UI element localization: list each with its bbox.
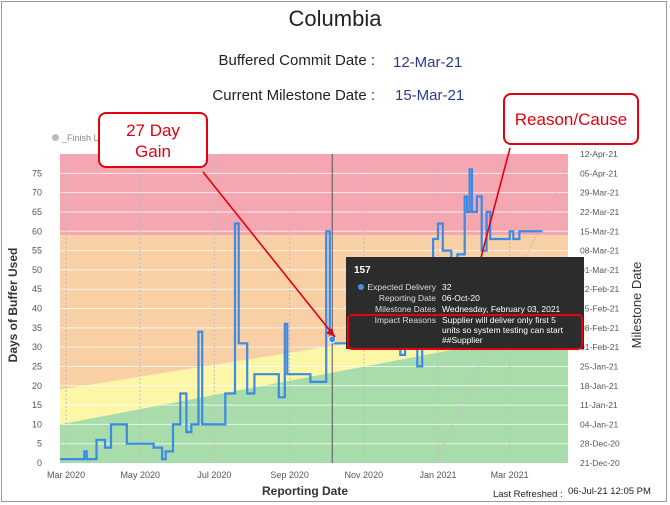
tooltip-key-text: Expected Delivery bbox=[367, 282, 436, 292]
y2-tick-label: 25-Jan-21 bbox=[580, 361, 619, 371]
tooltip-row: Expected Delivery 32 bbox=[354, 282, 576, 293]
y2-tick-label: 08-Mar-21 bbox=[580, 246, 619, 256]
legend-label: _Finish L bbox=[62, 133, 99, 143]
y-tick-label: 25 bbox=[32, 361, 42, 371]
y-tick-label: 50 bbox=[32, 265, 42, 275]
y-tick-label: 20 bbox=[32, 381, 42, 391]
y-axis-label: Days of Buffer Used bbox=[6, 248, 20, 363]
red-zone bbox=[60, 154, 568, 236]
x-tick-label: Jul 2020 bbox=[197, 470, 231, 480]
y2-tick-label: 15-Feb-21 bbox=[580, 304, 619, 314]
x-axis-label: Reporting Date bbox=[262, 484, 348, 498]
y-tick-label: 35 bbox=[32, 323, 42, 333]
tooltip-value: 32 bbox=[442, 282, 452, 292]
tooltip-highlight-box bbox=[347, 314, 583, 350]
y2-tick-label: 29-Mar-21 bbox=[580, 188, 619, 198]
tooltip-title: 157 bbox=[354, 265, 371, 276]
tooltip-value: Wednesday, February 03, 2021 bbox=[442, 304, 561, 314]
page-title: Columbia bbox=[288, 6, 382, 31]
y2-tick-label: 28-Dec-20 bbox=[580, 439, 620, 449]
gain-arrow bbox=[202, 171, 336, 338]
y2-tick-label: 15-Mar-21 bbox=[580, 226, 619, 236]
y2-tick-label: 04-Jan-21 bbox=[580, 419, 619, 429]
buffered-commit-value: 12-Mar-21 bbox=[393, 54, 463, 71]
series-line[interactable] bbox=[60, 168, 543, 461]
y2-tick-label: 05-Apr-21 bbox=[580, 168, 618, 178]
y-tick-label: 45 bbox=[32, 284, 42, 294]
y2-tick-label: 01-Mar-21 bbox=[580, 265, 619, 275]
y-tick-label: 70 bbox=[32, 188, 42, 198]
y-tick-label: 75 bbox=[32, 168, 42, 178]
x-tick-label: May 2020 bbox=[120, 470, 160, 480]
x-tick-label: Mar 2020 bbox=[47, 470, 85, 480]
tooltip-key: Expected Delivery bbox=[354, 282, 442, 292]
tooltip-row: Milestone Dates Wednesday, February 03, … bbox=[354, 304, 576, 315]
tooltip-value: 06-Oct-20 bbox=[442, 293, 480, 303]
tooltip-value: Supplier will deliver only first 5 units… bbox=[442, 315, 563, 345]
y-axis: 0 5 10 15 20 25 30 35 40 45 50 55 60 65 70 75 bbox=[32, 168, 42, 468]
y2-tick-label: 22-Feb-21 bbox=[580, 284, 619, 294]
gain-callout: 27 Day Gain bbox=[98, 112, 208, 168]
x-tick-label: Jan 2021 bbox=[419, 470, 456, 480]
x-tick-label: Mar 2021 bbox=[491, 470, 529, 480]
data-tooltip: 157 Expected Delivery 32 Reporting Date … bbox=[346, 257, 584, 349]
y-tick-label: 5 bbox=[37, 439, 42, 449]
y2-tick-label: 18-Jan-21 bbox=[580, 381, 619, 391]
tooltip-key: Reporting Date bbox=[378, 293, 436, 303]
y2-tick-label: 08-Feb-21 bbox=[580, 323, 619, 333]
x-axis: Mar 2020 May 2020 Jul 2020 Sep 2020 Nov 2020… bbox=[47, 470, 529, 480]
current-milestone-value: 15-Mar-21 bbox=[395, 87, 465, 104]
y2-tick-label: 12-Apr-21 bbox=[580, 149, 618, 159]
y-tick-label: 30 bbox=[32, 342, 42, 352]
y-tick-label: 10 bbox=[32, 419, 42, 429]
y-tick-label: 65 bbox=[32, 207, 42, 217]
y2-axis: 21-Dec-20 28-Dec-20 04-Jan-21 11-Jan-21 18-J… bbox=[580, 149, 620, 468]
tooltip-key: Impact Reasons bbox=[374, 315, 436, 325]
last-refreshed-value: 06-Jul-21 12:05 PM bbox=[568, 486, 651, 497]
legend-dot-icon bbox=[52, 134, 59, 141]
tooltip-row: Impact Reasons Supplier will deliver onl… bbox=[354, 315, 576, 345]
y-tick-label: 15 bbox=[32, 400, 42, 410]
y2-tick-label: 21-Dec-20 bbox=[580, 458, 620, 468]
gain-arrowhead bbox=[326, 328, 335, 337]
y2-tick-label: 01-Feb-21 bbox=[580, 342, 619, 352]
series-dot-icon bbox=[358, 284, 365, 290]
y-tick-label: 60 bbox=[32, 226, 42, 236]
last-refreshed-label: Last Refreshed : bbox=[493, 489, 563, 500]
current-milestone-label: Current Milestone Date : bbox=[212, 87, 375, 104]
tooltip-key: Milestone Dates bbox=[375, 304, 436, 314]
x-tick-label: Nov 2020 bbox=[345, 470, 384, 480]
y-tick-label: 40 bbox=[32, 304, 42, 314]
buffered-commit-label: Buffered Commit Date : bbox=[218, 52, 375, 69]
y2-axis-label: Milestone Date bbox=[629, 262, 644, 349]
x-tick-label: Sep 2020 bbox=[270, 470, 309, 480]
selected-point[interactable] bbox=[328, 335, 337, 344]
y-tick-label: 0 bbox=[37, 458, 42, 468]
milestone-trend-line bbox=[435, 163, 569, 464]
y2-tick-label: 22-Mar-21 bbox=[580, 207, 619, 217]
reason-callout: Reason/Cause bbox=[503, 93, 639, 145]
tooltip-row: Reporting Date 06-Oct-20 bbox=[354, 293, 576, 304]
y2-tick-label: 11-Jan-21 bbox=[580, 400, 618, 410]
y-tick-label: 55 bbox=[32, 246, 42, 256]
legend-item[interactable]: _Finish L bbox=[52, 133, 99, 143]
